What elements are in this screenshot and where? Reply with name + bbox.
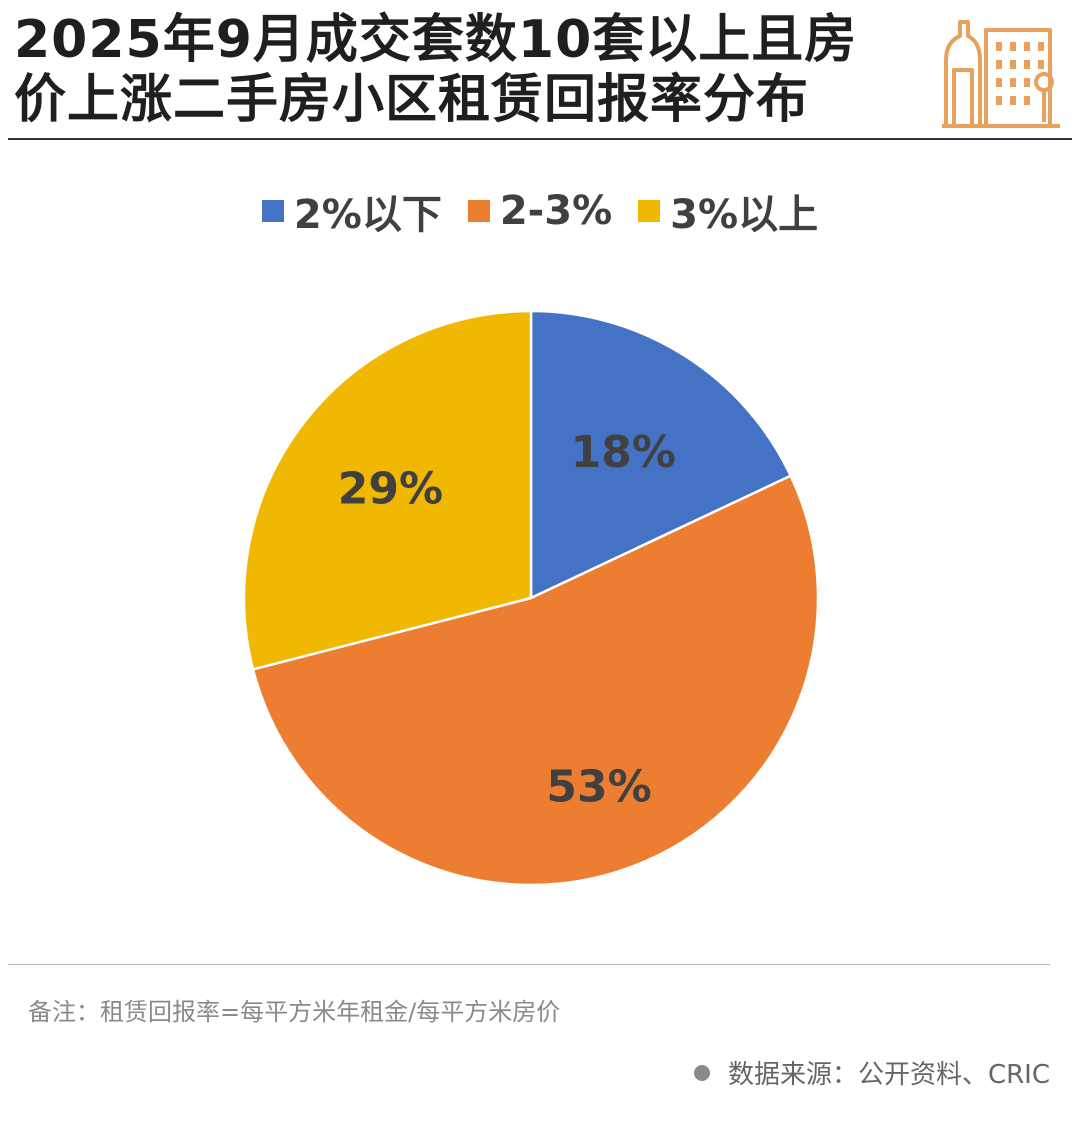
legend-item-above-3: 3%以上 <box>638 182 818 240</box>
legend-swatch-below-2 <box>261 200 284 222</box>
data-label-2-3: 53% <box>546 762 651 813</box>
legend-item-below-2: 2%以下 <box>261 182 442 240</box>
title-line-2: 价上涨二手房小区租赁回报率分布 <box>14 70 810 130</box>
source-text: 数据来源：公开资料、CRIC <box>727 1060 1050 1090</box>
title-line-1: 2025年9月成交套数10套以上且房 <box>14 10 858 70</box>
legend-label-below-2: 2%以下 <box>293 192 442 238</box>
dot-icon <box>693 1064 710 1081</box>
footer-divider <box>8 964 1050 965</box>
data-label-below-2: 18% <box>571 427 676 478</box>
pie-slice-above-3 <box>242 309 533 671</box>
data-label-above-3: 29% <box>338 463 443 514</box>
footnote: 备注：租赁回报率=每平方米年租金/每平方米房价 <box>28 998 561 1026</box>
chart-title: 2025年9月成交套数10套以上且房 价上涨二手房小区租赁回报率分布 <box>14 10 934 130</box>
legend-item-2-3: 2-3% <box>467 188 613 234</box>
legend-swatch-above-3 <box>638 200 661 222</box>
pie-slice-below-2 <box>529 309 793 600</box>
legend-label-above-3: 3%以上 <box>670 192 819 238</box>
title-divider <box>8 138 1072 140</box>
building-icon <box>942 20 1060 128</box>
legend-label-2-3: 2-3% <box>499 188 613 234</box>
source-line: 数据来源：公开资料、CRIC <box>693 1054 1050 1091</box>
chart-legend: 2%以下 2-3% 3%以上 <box>0 182 1080 240</box>
legend-swatch-2-3 <box>467 200 490 222</box>
pie-slice-2-3 <box>251 474 820 887</box>
pie-chart: 18% 53% 29% <box>242 309 820 887</box>
